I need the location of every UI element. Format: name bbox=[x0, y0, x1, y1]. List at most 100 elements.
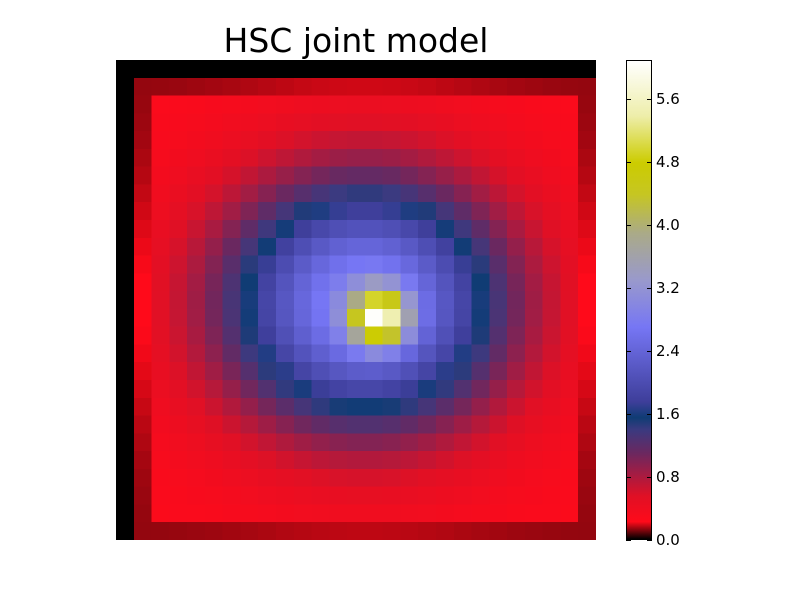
heatmap-cell bbox=[436, 77, 455, 97]
heatmap-cell bbox=[151, 308, 170, 328]
heatmap-cell bbox=[204, 255, 224, 274]
heatmap-cell bbox=[418, 362, 437, 381]
heatmap-cell bbox=[329, 113, 348, 132]
heatmap-cell bbox=[560, 433, 579, 452]
heatmap-cell bbox=[560, 131, 579, 150]
heatmap-cell bbox=[507, 273, 526, 292]
heatmap-cell bbox=[187, 113, 206, 132]
heatmap-cell bbox=[222, 380, 242, 399]
heatmap-cell bbox=[187, 148, 206, 168]
heatmap-cell bbox=[329, 326, 348, 346]
heatmap-cell bbox=[471, 184, 490, 203]
heatmap-cell bbox=[204, 148, 224, 168]
heatmap-cell bbox=[507, 255, 526, 274]
heatmap-cell bbox=[329, 237, 348, 257]
heatmap-cell bbox=[507, 131, 526, 150]
heatmap-cell bbox=[489, 380, 508, 399]
heatmap-cell bbox=[400, 77, 419, 97]
heatmap-cell bbox=[364, 308, 384, 328]
heatmap-cell bbox=[311, 380, 330, 399]
heatmap-cell bbox=[436, 397, 455, 417]
heatmap-cell bbox=[169, 220, 188, 239]
heatmap-cell bbox=[293, 184, 313, 203]
heatmap-cell bbox=[453, 166, 473, 186]
heatmap-cell bbox=[489, 166, 508, 186]
heatmap-cell bbox=[364, 397, 384, 417]
heatmap-cell bbox=[187, 433, 206, 452]
heatmap-cell bbox=[204, 95, 224, 114]
heatmap-cell bbox=[364, 148, 384, 168]
heatmap-cell bbox=[222, 237, 242, 257]
heatmap-cell bbox=[578, 202, 596, 221]
heatmap-cell bbox=[347, 166, 366, 186]
heatmap-cell bbox=[169, 522, 188, 540]
heatmap-cell bbox=[400, 255, 419, 274]
heatmap-cell bbox=[116, 255, 135, 274]
heatmap-cell bbox=[364, 486, 384, 506]
heatmap-cell bbox=[347, 255, 366, 274]
heatmap-cell bbox=[116, 131, 135, 150]
heatmap-cell bbox=[240, 522, 259, 540]
heatmap-cell bbox=[347, 113, 366, 132]
heatmap-cell bbox=[471, 522, 490, 540]
heatmap-cell bbox=[293, 308, 313, 328]
heatmap-cell bbox=[400, 468, 419, 488]
heatmap-cell bbox=[258, 113, 277, 132]
heatmap-cell bbox=[204, 415, 224, 434]
heatmap-cell bbox=[436, 60, 455, 79]
heatmap-cell bbox=[222, 291, 242, 310]
heatmap-cell bbox=[400, 237, 419, 257]
heatmap-cell bbox=[382, 95, 402, 114]
heatmap-cell bbox=[347, 202, 366, 221]
heatmap-cell bbox=[187, 522, 206, 540]
heatmap-cell bbox=[311, 273, 330, 292]
heatmap-cell bbox=[382, 77, 402, 97]
heatmap-cell bbox=[116, 308, 135, 328]
heatmap-cell bbox=[524, 451, 544, 470]
heatmap-cell bbox=[151, 522, 170, 540]
heatmap-cell bbox=[222, 255, 242, 274]
heatmap-cell bbox=[436, 308, 455, 328]
heatmap-cell bbox=[151, 486, 170, 506]
heatmap-cell bbox=[382, 166, 402, 186]
heatmap-cell bbox=[116, 273, 135, 292]
heatmap-cell bbox=[258, 415, 277, 434]
heatmap-cell bbox=[311, 220, 330, 239]
heatmap-cell bbox=[276, 291, 295, 310]
heatmap-cell bbox=[311, 468, 330, 488]
colorbar-tick-label: 5.6 bbox=[656, 90, 680, 109]
heatmap-cell bbox=[382, 522, 402, 540]
heatmap-cell bbox=[293, 166, 313, 186]
heatmap-cell bbox=[471, 255, 490, 274]
heatmap-cell bbox=[489, 255, 508, 274]
heatmap-cell bbox=[311, 522, 330, 540]
heatmap-cell bbox=[542, 344, 562, 363]
heatmap-cell bbox=[542, 202, 562, 221]
heatmap-cell bbox=[400, 113, 419, 132]
heatmap-cell bbox=[489, 326, 508, 346]
heatmap-cell bbox=[258, 451, 277, 470]
heatmap-cell bbox=[187, 504, 206, 523]
heatmap-cell bbox=[418, 202, 437, 221]
colorbar-tick-mark bbox=[647, 351, 652, 352]
heatmap-cell bbox=[151, 380, 170, 399]
heatmap-cell bbox=[329, 273, 348, 292]
heatmap-cell bbox=[329, 433, 348, 452]
heatmap-cell bbox=[293, 148, 313, 168]
heatmap-cell bbox=[364, 504, 384, 523]
heatmap-cell bbox=[133, 397, 153, 417]
heatmap-cell bbox=[489, 486, 508, 506]
colorbar-tick-mark bbox=[626, 351, 631, 352]
heatmap-cell bbox=[116, 166, 135, 186]
heatmap-cell bbox=[436, 504, 455, 523]
heatmap-cell bbox=[276, 95, 295, 114]
heatmap-cell bbox=[169, 273, 188, 292]
heatmap-cell bbox=[133, 184, 153, 203]
heatmap-cell bbox=[293, 504, 313, 523]
heatmap-cell bbox=[347, 273, 366, 292]
heatmap-cell bbox=[436, 166, 455, 186]
heatmap-cell bbox=[133, 433, 153, 452]
heatmap-cell bbox=[133, 326, 153, 346]
heatmap-cell bbox=[240, 344, 259, 363]
heatmap-cell bbox=[436, 273, 455, 292]
